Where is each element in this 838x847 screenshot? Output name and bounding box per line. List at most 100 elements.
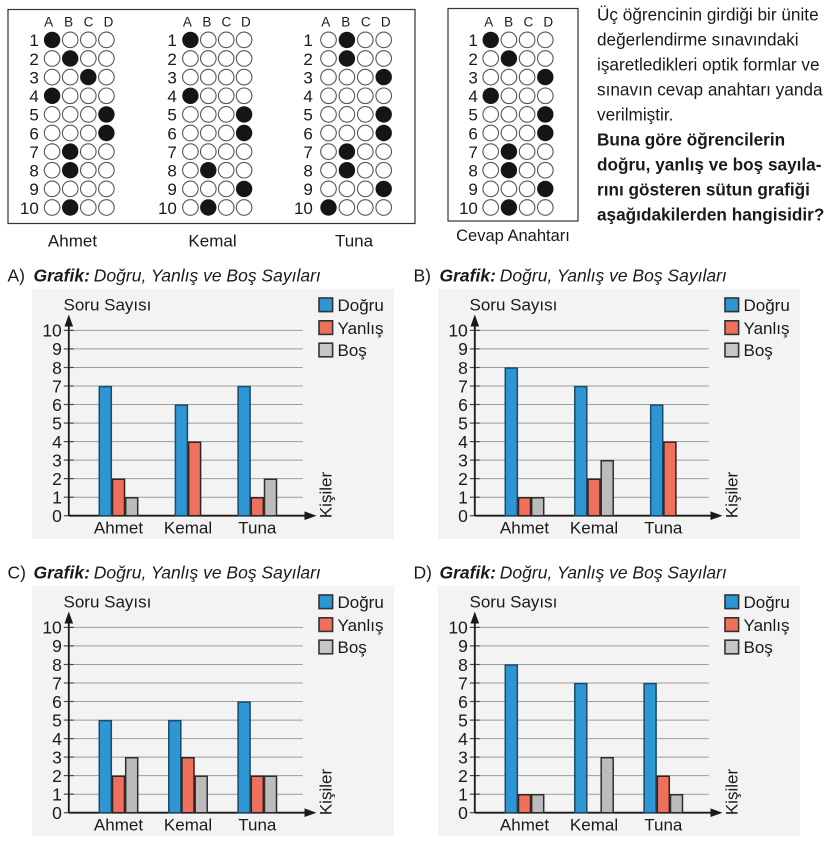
svg-text:8: 8 [458, 655, 468, 675]
svg-text:4: 4 [52, 729, 62, 749]
svg-text:A): A) [8, 265, 26, 285]
svg-text:0: 0 [458, 803, 468, 823]
svg-text:Tuna: Tuna [644, 518, 683, 537]
svg-text:Üç öğrencinin girdiği bir ünit: Üç öğrencinin girdiği bir ünite [597, 5, 819, 25]
svg-text:Doğru, Yanlış ve Boş Sayıları: Doğru, Yanlış ve Boş Sayıları [94, 265, 321, 285]
svg-text:Soru Sayısı: Soru Sayısı [470, 296, 558, 315]
svg-text:2: 2 [458, 766, 468, 786]
svg-text:Doğru, Yanlış ve Boş Sayıları: Doğru, Yanlış ve Boş Sayıları [94, 562, 321, 582]
svg-text:6: 6 [458, 395, 468, 415]
svg-text:C: C [222, 14, 232, 29]
svg-text:Doğru: Doğru [338, 296, 384, 315]
svg-text:C: C [524, 14, 534, 29]
svg-text:3: 3 [52, 450, 62, 470]
svg-text:4: 4 [458, 432, 468, 452]
svg-text:Kemal: Kemal [164, 518, 212, 537]
svg-text:7: 7 [167, 143, 176, 162]
svg-text:2: 2 [167, 50, 176, 69]
svg-text:1: 1 [52, 785, 62, 805]
svg-text:8: 8 [458, 358, 468, 378]
svg-text:Soru Sayısı: Soru Sayısı [470, 593, 558, 612]
svg-text:5: 5 [458, 710, 468, 730]
svg-text:1: 1 [167, 31, 176, 50]
svg-text:D: D [543, 14, 553, 29]
svg-text:1: 1 [303, 31, 312, 50]
svg-text:6: 6 [52, 395, 62, 415]
svg-text:8: 8 [52, 358, 62, 378]
svg-text:1: 1 [52, 488, 62, 508]
svg-text:C): C) [8, 562, 26, 582]
svg-text:7: 7 [458, 673, 468, 693]
svg-text:Kemal: Kemal [570, 815, 618, 834]
svg-text:8: 8 [468, 162, 477, 181]
svg-text:3: 3 [468, 68, 477, 87]
svg-text:0: 0 [52, 803, 62, 823]
svg-text:Ahmet: Ahmet [94, 815, 143, 834]
svg-text:sınavın cevap anahtarı yanda: sınavın cevap anahtarı yanda [597, 80, 823, 100]
svg-text:Kişiler: Kişiler [723, 472, 742, 519]
svg-text:3: 3 [303, 68, 312, 87]
svg-text:10: 10 [42, 321, 62, 341]
svg-text:3: 3 [52, 747, 62, 767]
svg-text:9: 9 [52, 339, 62, 359]
svg-text:Ahmet: Ahmet [500, 518, 549, 537]
svg-text:8: 8 [29, 162, 38, 181]
svg-text:Doğru: Doğru [338, 593, 384, 612]
svg-text:Doğru, Yanlış ve Boş Sayıları: Doğru, Yanlış ve Boş Sayıları [500, 562, 727, 582]
svg-text:7: 7 [52, 673, 62, 693]
svg-text:6: 6 [303, 124, 312, 143]
svg-text:Tuna: Tuna [335, 232, 374, 251]
svg-text:işaretledikleri optik formlar: işaretledikleri optik formlar ve [597, 55, 820, 75]
svg-text:7: 7 [458, 376, 468, 396]
svg-text:10: 10 [448, 321, 468, 341]
svg-text:Ahmet: Ahmet [500, 815, 549, 834]
svg-text:B: B [504, 14, 513, 29]
svg-text:10: 10 [448, 618, 468, 638]
svg-text:B: B [64, 14, 73, 29]
svg-text:9: 9 [458, 339, 468, 359]
svg-text:7: 7 [303, 143, 312, 162]
svg-text:9: 9 [468, 180, 477, 199]
svg-text:4: 4 [468, 87, 477, 106]
svg-text:10: 10 [294, 199, 313, 218]
svg-text:4: 4 [458, 729, 468, 749]
svg-text:A: A [44, 14, 53, 29]
svg-text:Tuna: Tuna [238, 518, 277, 537]
svg-text:değerlendirme sınavındaki: değerlendirme sınavındaki [597, 30, 799, 50]
svg-text:6: 6 [167, 124, 176, 143]
svg-text:0: 0 [458, 506, 468, 526]
svg-text:4: 4 [29, 87, 38, 106]
svg-text:7: 7 [468, 143, 477, 162]
svg-text:3: 3 [167, 68, 176, 87]
svg-text:Doğru: Doğru [744, 593, 790, 612]
svg-text:aşağıdakilerden hangisidir?: aşağıdakilerden hangisidir? [597, 205, 824, 225]
svg-text:B: B [202, 14, 211, 29]
svg-text:rını gösteren sütun grafiği: rını gösteren sütun grafiği [597, 180, 810, 200]
svg-text:10: 10 [158, 199, 177, 218]
svg-text:2: 2 [29, 50, 38, 69]
svg-text:Yanlış: Yanlış [338, 616, 384, 635]
svg-text:Kişiler: Kişiler [317, 472, 336, 519]
svg-text:4: 4 [167, 87, 176, 106]
svg-text:1: 1 [29, 31, 38, 50]
svg-text:Tuna: Tuna [238, 815, 277, 834]
svg-text:8: 8 [167, 162, 176, 181]
svg-text:3: 3 [458, 450, 468, 470]
svg-text:3: 3 [458, 747, 468, 767]
svg-text:7: 7 [29, 143, 38, 162]
svg-text:Buna göre öğrencilerin: Buna göre öğrencilerin [597, 130, 785, 150]
svg-text:Boş: Boş [744, 341, 773, 360]
svg-text:7: 7 [52, 376, 62, 396]
svg-text:6: 6 [29, 124, 38, 143]
svg-text:verilmiştir.: verilmiştir. [597, 105, 673, 125]
svg-text:2: 2 [468, 50, 477, 69]
svg-text:Grafik:: Grafik: [34, 562, 90, 582]
svg-text:D: D [241, 14, 251, 29]
svg-text:Grafik:: Grafik: [440, 265, 496, 285]
svg-text:Soru Sayısı: Soru Sayısı [64, 296, 152, 315]
svg-text:Doğru: Doğru [744, 296, 790, 315]
svg-text:Boş: Boş [744, 638, 773, 657]
svg-text:Doğru, Yanlış ve Boş Sayıları: Doğru, Yanlış ve Boş Sayıları [500, 265, 727, 285]
svg-text:Ahmet: Ahmet [94, 518, 143, 537]
svg-text:8: 8 [303, 162, 312, 181]
